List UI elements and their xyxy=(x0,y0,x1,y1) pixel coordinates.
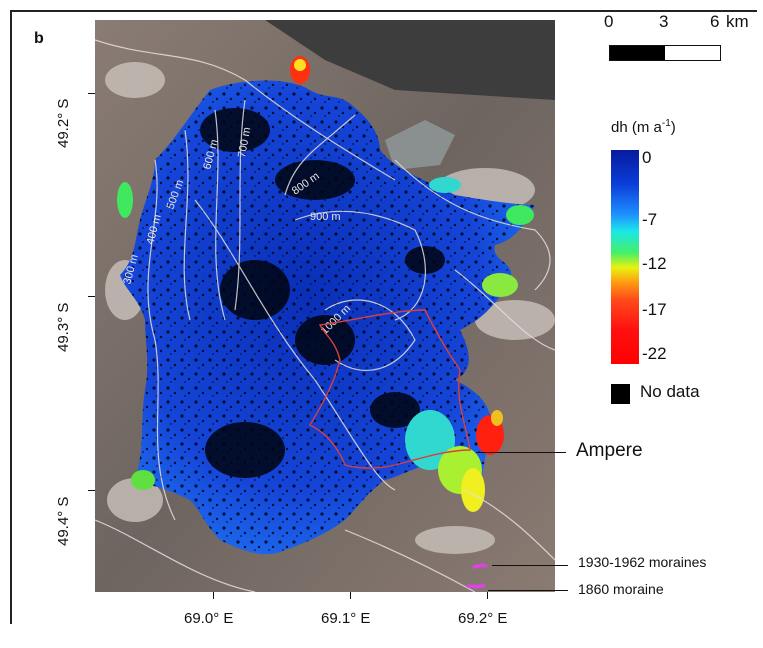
moraine-1860-mark xyxy=(466,583,486,589)
moraine-old-label: 1860 moraine xyxy=(578,581,664,597)
lake xyxy=(385,120,455,170)
lat-tick xyxy=(88,93,95,94)
ampere-label: Ampere xyxy=(576,440,643,461)
latitude-label: 49.4° S xyxy=(55,496,72,546)
lon-tick xyxy=(350,592,351,599)
colorbar-label: -17 xyxy=(642,300,667,319)
lat-tick xyxy=(88,490,95,491)
legend-title-sup: -1 xyxy=(661,118,671,129)
thinning-hotspots xyxy=(117,56,534,512)
scale-bar xyxy=(609,45,721,61)
scale-bar-segment xyxy=(610,46,665,60)
longitude-label: 69.0° E xyxy=(184,610,234,627)
scale-tick-label: 3 xyxy=(659,12,669,31)
map-image: 300 m 400 m 500 m 600 m 700 m 800 m 900 … xyxy=(95,20,555,592)
moraine-recent-pointer xyxy=(492,565,568,566)
colorbar xyxy=(611,150,639,364)
legend-title-prefix: dh (m a xyxy=(611,119,662,136)
ampere-outline xyxy=(309,309,471,469)
no-data-blobs xyxy=(200,108,445,478)
figure-frame xyxy=(10,10,757,624)
snow-patches xyxy=(105,62,555,554)
latitude-label: 49.2° S xyxy=(55,98,72,148)
longitude-label: 69.2° E xyxy=(458,610,508,627)
lon-tick xyxy=(213,592,214,599)
dark-shadow-area xyxy=(265,20,555,100)
lon-tick xyxy=(487,592,488,599)
contour-label-700: 700 m xyxy=(236,126,253,158)
moraine-marks xyxy=(466,563,488,589)
contour-lines xyxy=(95,39,555,592)
colorbar-label: -22 xyxy=(642,344,667,363)
lat-tick xyxy=(88,296,95,297)
no-data-label: No data xyxy=(640,382,700,401)
panel-label: b xyxy=(34,30,44,47)
moraine-recent-label: 1930-1962 moraines xyxy=(578,554,707,570)
scale-unit: km xyxy=(726,12,749,31)
colorbar-label: -7 xyxy=(642,210,658,229)
legend-title: dh (m a-1) xyxy=(611,118,676,136)
moraine-1930-1962-mark xyxy=(472,563,488,570)
legend-title-suffix: ) xyxy=(670,119,676,136)
colorbar-label: -12 xyxy=(642,254,667,273)
no-data-swatch xyxy=(611,384,630,404)
scale-tick-label: 6 xyxy=(710,12,720,31)
longitude-label: 69.1° E xyxy=(321,610,371,627)
scale-tick-label: 0 xyxy=(604,12,614,31)
moraine-old-pointer xyxy=(488,590,568,591)
latitude-label: 49.3° S xyxy=(55,302,72,352)
colorbar-label: 0 xyxy=(642,148,652,167)
contour-label-900: 900 m xyxy=(310,211,341,223)
ampere-pointer xyxy=(476,452,566,453)
